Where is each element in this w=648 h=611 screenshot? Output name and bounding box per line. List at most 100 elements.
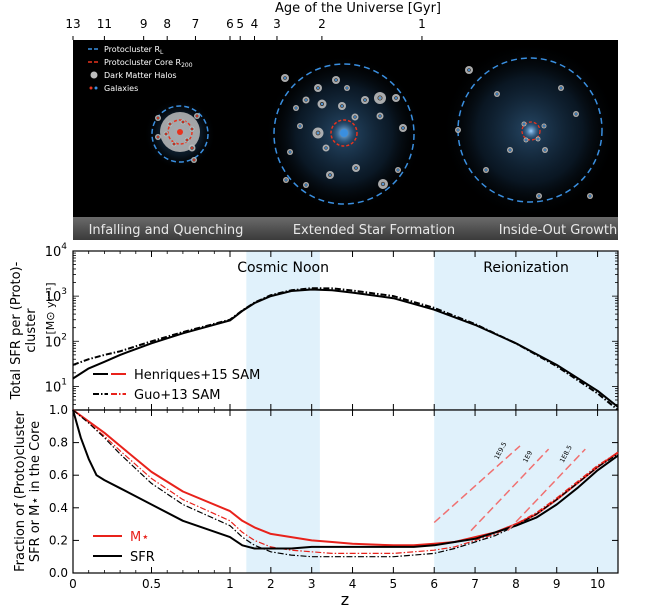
legend-protocluster-core: Protocluster Core R200 [104, 58, 193, 69]
galaxy-marker [304, 98, 308, 102]
top-axis-tick-label: 13 [65, 17, 80, 31]
x-tick-label: 0 [69, 577, 77, 591]
galaxy [325, 147, 327, 149]
shaded-region [434, 410, 618, 573]
fraction-panel: 0.0 0.2 0.4 0.6 0.8 1.0 0 0.5 1 2 3 4 5 6 7 8 9 10 Fractio… [13, 403, 619, 609]
galaxy [523, 123, 525, 125]
y-tick-label: 0.6 [49, 468, 68, 482]
galaxy [193, 159, 195, 161]
legend-galaxies: Galaxies [104, 84, 138, 93]
top-axis-tick-label: 6 [226, 17, 234, 31]
region-label: Reionization [483, 260, 569, 276]
sfr-panel: Cosmic Noon Reionization 101 102 103 104 Total… [9, 242, 619, 411]
top-axis-tick-label: 9 [140, 17, 148, 31]
galaxy [468, 69, 470, 71]
legend-protocluster-rl: Protocluster RL [104, 45, 164, 56]
galaxy [525, 139, 527, 141]
galaxy-marker [353, 115, 357, 119]
galaxy [157, 117, 159, 119]
galaxy-marker [284, 178, 288, 182]
protocluster-stage-2 [264, 54, 424, 214]
x-tick-label: 8 [512, 577, 520, 591]
y-tick-label: 1.0 [49, 403, 68, 417]
galaxy [560, 87, 562, 89]
top-axis-tick-label: 3 [273, 17, 281, 31]
galaxy [165, 133, 167, 135]
galaxy [289, 151, 291, 153]
galaxy-marker [495, 92, 499, 96]
galaxy [364, 99, 366, 101]
galaxy [317, 132, 319, 134]
region-label: Cosmic Noon [237, 260, 329, 276]
protocluster-rl-ring [151, 105, 209, 163]
galaxy [382, 183, 384, 185]
central-galaxy [177, 129, 183, 135]
y-tick-label: 0.8 [49, 436, 68, 450]
galaxy [157, 136, 159, 138]
series-line [72, 287, 619, 411]
galaxy [589, 195, 591, 197]
galaxy [299, 125, 301, 127]
galaxy [186, 139, 188, 141]
y-axis-label: Total SFR per (Proto)-cluster [9, 261, 39, 400]
top-axis-ticks: 13 11 9 8 7 6 5 4 3 2 1 [65, 17, 426, 40]
legend-halo-icon [90, 71, 98, 79]
shaded-region [246, 251, 320, 410]
galaxy [544, 149, 546, 151]
galaxy-marker [380, 181, 386, 187]
galaxy-marker [345, 86, 349, 90]
y-tick-label: 103 [45, 287, 67, 305]
galaxy-marker [298, 124, 302, 128]
legend-galaxy-blue-icon [94, 86, 98, 90]
galaxy [537, 138, 539, 140]
y-tick-label: 104 [45, 242, 68, 260]
galaxy-marker [156, 116, 160, 120]
galaxy [575, 113, 577, 115]
top-axis-tick-label: 1 [418, 17, 426, 31]
shaded-region [246, 410, 320, 573]
y-axis-unit: [M⊙ yr⁻¹] [44, 282, 57, 334]
series-line [72, 409, 619, 558]
galaxy-marker [304, 183, 308, 187]
legend-galaxy-red-icon [89, 86, 93, 90]
top-axis-tick-label: 11 [97, 17, 112, 31]
galaxy [173, 143, 175, 145]
galaxy-marker [484, 168, 488, 172]
galaxy [329, 174, 331, 176]
y-axis-label: Fraction of (Proto)clusterSFR or M⋆ in t… [13, 410, 43, 571]
x-tick-label: 10 [590, 577, 605, 591]
galaxy [335, 79, 337, 81]
galaxy [379, 97, 381, 99]
galaxy [543, 125, 545, 127]
x-tick-label: 5 [390, 577, 398, 591]
plot-frame [72, 409, 619, 574]
galaxy [295, 107, 297, 109]
galaxy-marker [363, 98, 367, 102]
galaxy-marker [316, 86, 320, 90]
galaxy [182, 121, 184, 123]
galaxy-marker [288, 150, 292, 154]
galaxy-marker [334, 78, 338, 82]
galaxy [341, 105, 343, 107]
galaxy [496, 93, 498, 95]
galaxy-marker [377, 95, 383, 101]
galaxy-marker [401, 126, 405, 130]
protocluster-core-ring [521, 121, 541, 141]
legend-label: Henriques+15 SAM [134, 368, 260, 383]
series-line [507, 448, 586, 532]
x-tick-label: 4 [349, 577, 357, 591]
y-tick-label: 0.2 [49, 533, 68, 547]
galaxy-marker [467, 68, 471, 72]
galaxy [196, 115, 198, 117]
legend-label: Guo+13 SAM [134, 388, 220, 403]
galaxy [169, 123, 171, 125]
y-tick-label: 102 [45, 332, 67, 350]
x-tick-label: 0.5 [142, 577, 161, 591]
protocluster-core-ring [330, 119, 358, 147]
galaxy-marker [394, 96, 398, 100]
stage-label-inside-out: Inside-Out Growth [499, 223, 618, 238]
x-tick-label: 3 [308, 577, 316, 591]
galaxy-marker [340, 104, 344, 108]
stage-label-infalling: Infalling and Quenching [89, 223, 244, 238]
top-axis-tick-label: 8 [163, 17, 171, 31]
